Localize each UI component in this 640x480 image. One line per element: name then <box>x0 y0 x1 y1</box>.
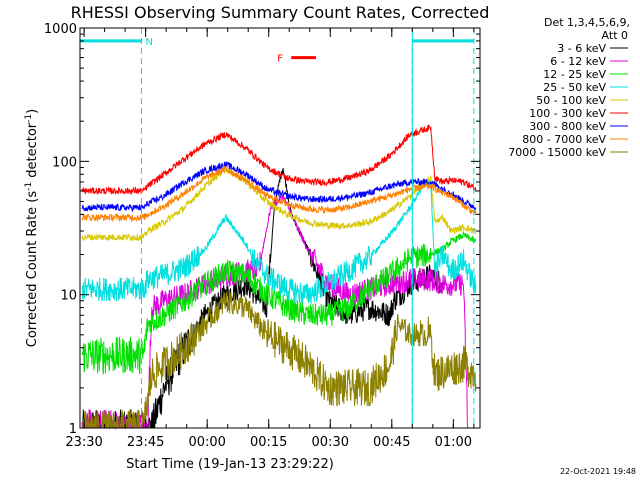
x-tick-label: 00:15 <box>250 435 287 450</box>
legend-label-1: 6 - 12 keV <box>550 55 606 68</box>
footer-date: 22-Oct-2021 19:48 <box>560 467 636 476</box>
series-line-8 <box>82 289 477 430</box>
legend-label-2: 12 - 25 keV <box>543 68 606 81</box>
legend-label-5: 100 - 300 keV <box>529 107 606 120</box>
series-line-6 <box>81 161 477 213</box>
legend-label-0: 3 - 6 keV <box>557 42 606 55</box>
legend-label-8: 7000 - 15000 keV <box>508 146 606 159</box>
interval-label-1: F <box>277 54 283 65</box>
x-tick-label: 00:45 <box>373 435 410 450</box>
legend-header-detectors: Det 1,3,4,5,6,9, <box>544 16 630 29</box>
legend-label-7: 800 - 7000 keV <box>522 133 606 146</box>
interval-label-0: N <box>146 37 153 48</box>
y-tick-label: 1 <box>69 422 77 437</box>
series-line-2 <box>81 230 477 376</box>
y-tick-label: 1000 <box>44 22 77 37</box>
plot-area: N F 1 10 100 1000 23:30 23:45 00:00 00:15 00:30 00:… <box>44 22 481 450</box>
x-axis-label: Start Time (19-Jan-13 23:29:22) <box>126 457 334 472</box>
legend-header-attenuator: Att 0 <box>602 29 628 42</box>
x-tick-label: 00:30 <box>312 435 349 450</box>
series-line-4 <box>81 166 477 242</box>
x-tick-label: 23:30 <box>65 435 102 450</box>
x-tick-label: 01:00 <box>435 435 472 450</box>
chart-title: RHESSI Observing Summary Count Rates, Co… <box>71 3 490 22</box>
series-line-3 <box>81 180 477 304</box>
x-tick-label: 00:00 <box>188 435 225 450</box>
y-tick-label: 10 <box>60 289 77 304</box>
series-line-5 <box>81 124 477 196</box>
series-line-1 <box>81 194 469 430</box>
legend-label-6: 300 - 800 keV <box>529 120 606 133</box>
legend-label-3: 25 - 50 keV <box>543 81 606 94</box>
y-tick-label: 100 <box>52 155 77 170</box>
plot-frame <box>79 27 481 429</box>
legend-label-4: 50 - 100 keV <box>536 94 606 107</box>
series-line-7 <box>81 165 477 223</box>
x-tick-label: 23:45 <box>127 435 164 450</box>
y-axis-label: Corrected Count Rate (s-1 detector-1) <box>24 109 40 347</box>
